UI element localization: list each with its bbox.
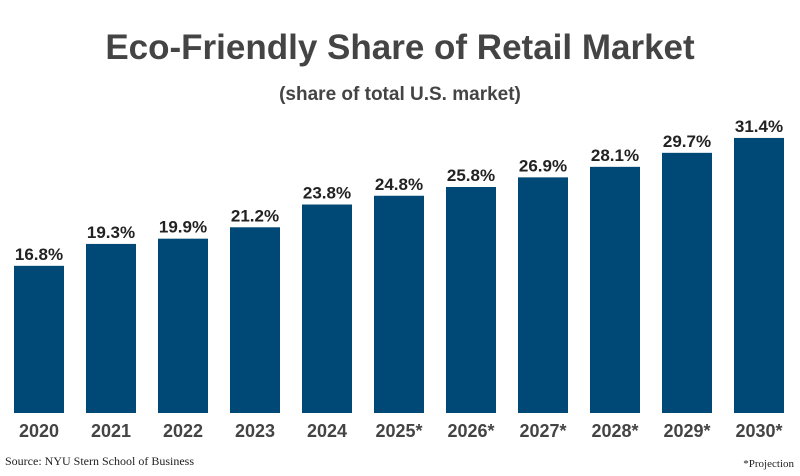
x-tick-label: 2024 (307, 421, 347, 441)
bar-2027* (518, 177, 568, 413)
data-label: 31.4% (735, 117, 783, 136)
bar-2020 (14, 265, 64, 413)
x-tick-label: 2028* (591, 421, 638, 441)
x-tick-label: 2025* (375, 421, 422, 441)
bar-2028* (590, 166, 640, 413)
source-note: Source: NYU Stern School of Business (5, 454, 194, 468)
data-label: 19.3% (87, 223, 135, 242)
data-label: 23.8% (303, 184, 351, 203)
bar-2024 (302, 204, 352, 413)
data-label: 21.2% (231, 206, 279, 225)
bar-2026* (446, 186, 496, 413)
data-label: 26.9% (519, 156, 567, 175)
x-tick-label: 2023 (235, 421, 275, 441)
data-label: 16.8% (15, 245, 63, 264)
x-tick-label: 2022 (163, 421, 203, 441)
data-label: 24.8% (375, 175, 423, 194)
x-tick-label: 2029* (663, 421, 710, 441)
chart-subtitle: (share of total U.S. market) (279, 84, 521, 105)
x-tick-label: 2021 (91, 421, 131, 441)
bar-2029* (662, 152, 712, 413)
bar-2021 (86, 243, 136, 413)
x-tick-label: 2030* (735, 421, 782, 441)
bar-2025* (374, 195, 424, 413)
bar-2023 (230, 227, 280, 413)
chart-title: Eco-Friendly Share of Retail Market (105, 28, 695, 67)
data-label: 29.7% (663, 132, 711, 151)
x-tick-label: 2027* (519, 421, 566, 441)
data-label: 25.8% (447, 166, 495, 185)
x-tick-label: 2026* (447, 421, 494, 441)
bar-2022 (158, 238, 208, 413)
data-label: 19.9% (159, 218, 207, 237)
projection-note: *Projection (743, 458, 794, 470)
data-label: 28.1% (591, 146, 639, 165)
x-tick-label: 2020 (19, 421, 59, 441)
bar-2030* (734, 137, 784, 413)
